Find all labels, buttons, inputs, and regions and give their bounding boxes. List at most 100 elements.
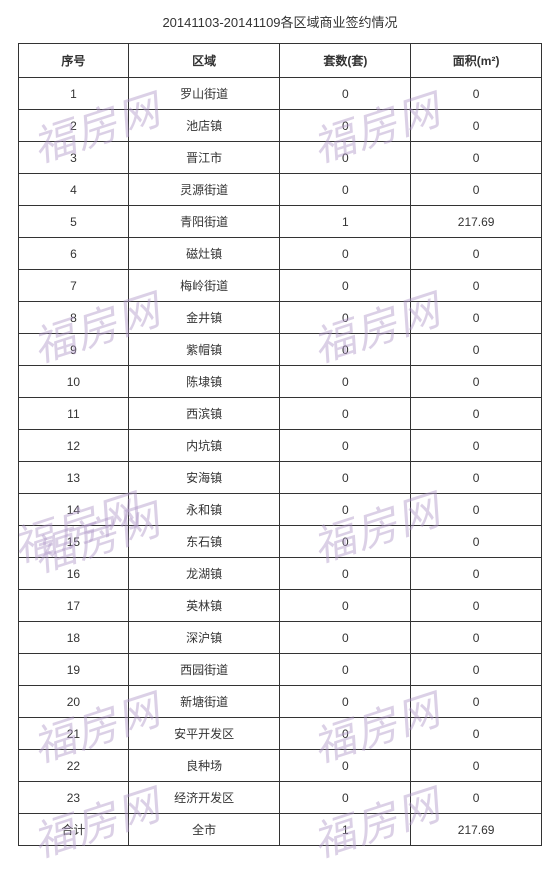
table-cell: 0 — [411, 270, 542, 302]
table-cell: 池店镇 — [128, 110, 280, 142]
table-cell: 11 — [19, 398, 129, 430]
table-row: 9紫帽镇00 — [19, 334, 542, 366]
table-cell: 西园街道 — [128, 654, 280, 686]
table-cell: 0 — [411, 78, 542, 110]
table-cell: 8 — [19, 302, 129, 334]
table-row: 19西园街道00 — [19, 654, 542, 686]
table-cell: 0 — [280, 622, 411, 654]
table-row: 7梅岭街道00 — [19, 270, 542, 302]
table-row: 23经济开发区00 — [19, 782, 542, 814]
table-cell: 深沪镇 — [128, 622, 280, 654]
table-body: 1罗山街道002池店镇003晋江市004灵源街道005青阳街道1217.696磁… — [19, 78, 542, 846]
table-cell: 0 — [280, 590, 411, 622]
table-row: 5青阳街道1217.69 — [19, 206, 542, 238]
table-cell: 金井镇 — [128, 302, 280, 334]
table-row: 13安海镇00 — [19, 462, 542, 494]
table-cell: 0 — [411, 654, 542, 686]
table-cell: 0 — [411, 782, 542, 814]
table-cell: 0 — [280, 270, 411, 302]
table-cell: 0 — [411, 686, 542, 718]
table-cell: 0 — [411, 494, 542, 526]
table-cell: 陈埭镇 — [128, 366, 280, 398]
table-cell: 西滨镇 — [128, 398, 280, 430]
table-cell: 0 — [411, 462, 542, 494]
column-header: 面积(m²) — [411, 44, 542, 78]
table-cell: 0 — [280, 430, 411, 462]
table-cell: 14 — [19, 494, 129, 526]
table-cell: 合计 — [19, 814, 129, 846]
table-row: 15东石镇00 — [19, 526, 542, 558]
table-cell: 0 — [411, 430, 542, 462]
table-cell: 13 — [19, 462, 129, 494]
table-cell: 0 — [280, 398, 411, 430]
table-cell: 15 — [19, 526, 129, 558]
table-cell: 1 — [280, 814, 411, 846]
table-cell: 0 — [280, 718, 411, 750]
table-cell: 9 — [19, 334, 129, 366]
table-cell: 0 — [280, 654, 411, 686]
table-cell: 19 — [19, 654, 129, 686]
table-cell: 10 — [19, 366, 129, 398]
table-cell: 2 — [19, 110, 129, 142]
table-cell: 0 — [411, 174, 542, 206]
table-cell: 0 — [411, 110, 542, 142]
table-cell: 7 — [19, 270, 129, 302]
table-cell: 磁灶镇 — [128, 238, 280, 270]
column-header: 区域 — [128, 44, 280, 78]
table-cell: 0 — [411, 366, 542, 398]
table-cell: 21 — [19, 718, 129, 750]
table-cell: 0 — [280, 78, 411, 110]
table-cell: 龙湖镇 — [128, 558, 280, 590]
table-cell: 0 — [280, 750, 411, 782]
table-row: 20新塘街道00 — [19, 686, 542, 718]
table-cell: 0 — [411, 590, 542, 622]
table-cell: 23 — [19, 782, 129, 814]
table-cell: 20 — [19, 686, 129, 718]
table-cell: 0 — [280, 526, 411, 558]
table-cell: 0 — [280, 302, 411, 334]
table-cell: 0 — [280, 686, 411, 718]
table-cell: 0 — [280, 174, 411, 206]
table-cell: 英林镇 — [128, 590, 280, 622]
table-row: 1罗山街道00 — [19, 78, 542, 110]
table-cell: 0 — [411, 750, 542, 782]
table-cell: 17 — [19, 590, 129, 622]
table-cell: 0 — [280, 366, 411, 398]
table-cell: 灵源街道 — [128, 174, 280, 206]
table-cell: 0 — [411, 302, 542, 334]
table-row: 10陈埭镇00 — [19, 366, 542, 398]
table-cell: 217.69 — [411, 206, 542, 238]
table-cell: 梅岭街道 — [128, 270, 280, 302]
table-cell: 0 — [411, 238, 542, 270]
table-row: 12内坑镇00 — [19, 430, 542, 462]
table-cell: 0 — [411, 718, 542, 750]
table-cell: 0 — [280, 558, 411, 590]
table-cell: 5 — [19, 206, 129, 238]
table-cell: 1 — [280, 206, 411, 238]
table-row: 16龙湖镇00 — [19, 558, 542, 590]
data-table: 序号 区域 套数(套) 面积(m²) 1罗山街道002池店镇003晋江市004灵… — [18, 43, 542, 846]
table-cell: 新塘街道 — [128, 686, 280, 718]
table-cell: 0 — [411, 334, 542, 366]
table-cell: 0 — [411, 558, 542, 590]
table-cell: 全市 — [128, 814, 280, 846]
table-cell: 1 — [19, 78, 129, 110]
table-cell: 0 — [280, 494, 411, 526]
table-cell: 永和镇 — [128, 494, 280, 526]
table-cell: 18 — [19, 622, 129, 654]
table-cell: 0 — [280, 142, 411, 174]
table-cell: 0 — [280, 782, 411, 814]
table-cell: 经济开发区 — [128, 782, 280, 814]
table-cell: 安平开发区 — [128, 718, 280, 750]
table-cell: 0 — [411, 622, 542, 654]
table-cell: 良种场 — [128, 750, 280, 782]
table-cell: 0 — [411, 142, 542, 174]
table-row: 8金井镇00 — [19, 302, 542, 334]
table-cell: 6 — [19, 238, 129, 270]
table-cell: 0 — [411, 398, 542, 430]
table-cell: 罗山街道 — [128, 78, 280, 110]
table-cell: 12 — [19, 430, 129, 462]
table-row: 18深沪镇00 — [19, 622, 542, 654]
table-row: 17英林镇00 — [19, 590, 542, 622]
table-cell: 4 — [19, 174, 129, 206]
